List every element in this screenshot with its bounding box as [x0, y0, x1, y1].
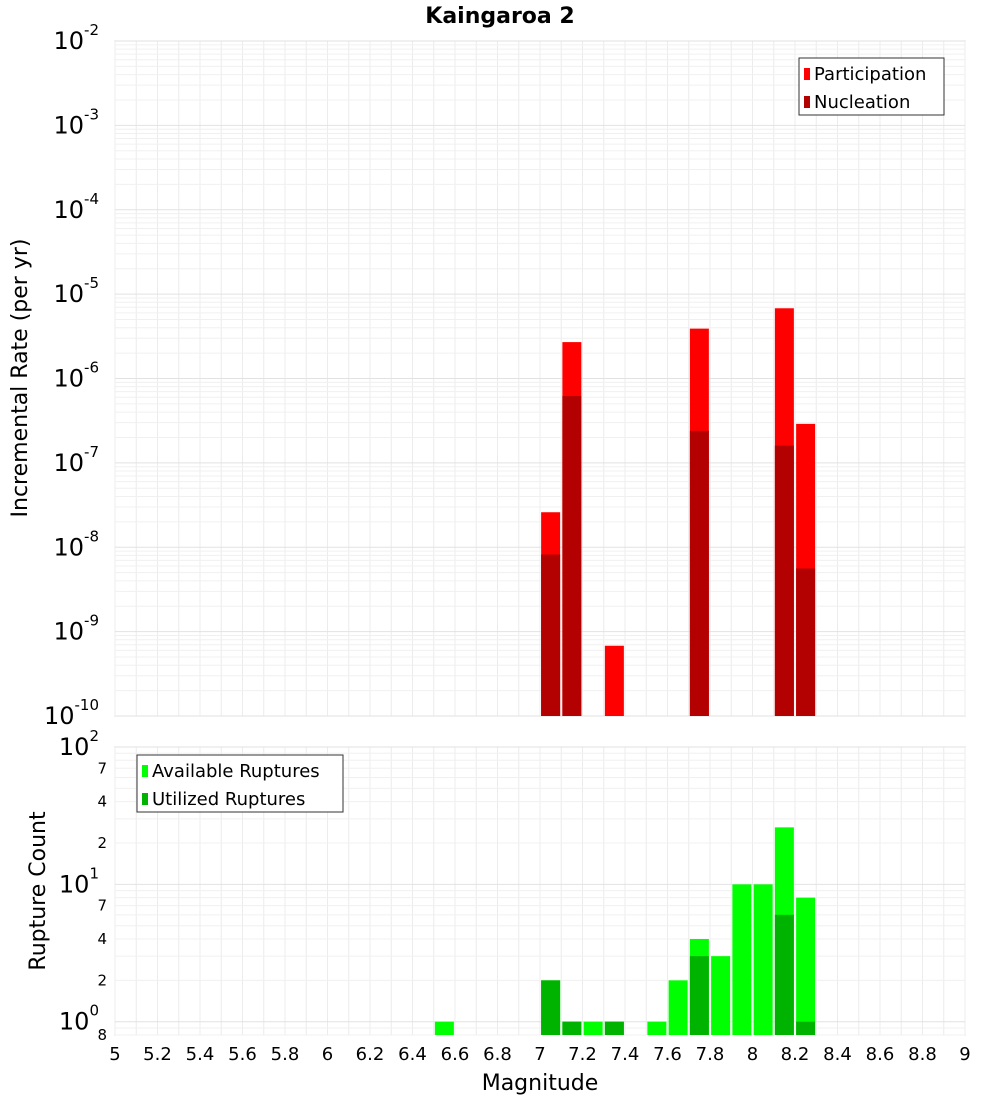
count-legend: Available Ruptures Utilized Ruptures [136, 754, 344, 813]
count-y-axis-label: Rupture Count [26, 811, 51, 971]
bar-available-ruptures [796, 897, 816, 1035]
y-tick-label: 10-4 [53, 190, 99, 224]
legend-entry: Available Ruptures [152, 761, 320, 782]
count-panel: 100 101 102 8 2 4 7 2 4 7 Rupture Count Available… [26, 727, 966, 1044]
y-tick-label: 10-10 [44, 696, 99, 730]
bar-utilized-ruptures [689, 956, 709, 1035]
x-tick-label: 8.2 [781, 1044, 810, 1065]
x-tick-label: 6.6 [441, 1044, 470, 1065]
bar-available-ruptures [668, 980, 688, 1035]
x-axis-label: Magnitude [482, 1071, 599, 1096]
y-tick-label: 10-3 [53, 105, 99, 139]
rate-grid [114, 40, 966, 717]
y-minor-tick-label: 2 [97, 971, 107, 989]
bar-utilized-ruptures [604, 1021, 624, 1035]
chart-title: Kaingaroa 2 [425, 4, 574, 29]
bar-available-ruptures [753, 884, 773, 1035]
bar-nucleation [774, 445, 794, 716]
bar-available-ruptures [583, 1021, 603, 1035]
bar-nucleation [541, 554, 561, 716]
x-tick-label: 7.4 [611, 1044, 640, 1065]
y-tick-label: 10-7 [53, 443, 99, 477]
y-tick-label: 10-8 [53, 527, 99, 561]
x-tick-label: 5.4 [186, 1044, 215, 1065]
y-minor-tick-label: 7 [97, 759, 107, 777]
x-tick-label: 8 [747, 1044, 758, 1065]
y-minor-tick-label: 2 [97, 834, 107, 852]
bar-available-ruptures [711, 956, 731, 1035]
bar-nucleation [689, 430, 709, 716]
count-y-tick-labels: 100 101 102 8 2 4 7 2 4 7 [59, 727, 107, 1044]
bar-participation [604, 645, 624, 716]
x-tick-label: 5.8 [271, 1044, 300, 1065]
bar-utilized-ruptures [562, 1021, 582, 1035]
y-tick-label: 10-2 [53, 21, 99, 55]
x-tick-label: 7.6 [653, 1044, 682, 1065]
x-tick-label: 7.2 [568, 1044, 597, 1065]
legend-box [136, 754, 344, 813]
x-tick-label: 5 [109, 1044, 120, 1065]
x-tick-label: 8.4 [823, 1044, 852, 1065]
legend-box [798, 57, 945, 116]
bar-available-ruptures [434, 1021, 454, 1035]
rate-y-tick-labels: 10-10 10-9 10-8 10-7 10-6 10-5 10-4 10-3 10-2 [44, 21, 99, 730]
y-minor-tick-label: 8 [97, 1026, 107, 1044]
bar-available-ruptures [647, 1021, 667, 1035]
y-tick-label: 102 [59, 727, 99, 761]
legend-entry: Utilized Ruptures [152, 789, 305, 810]
rate-legend: Participation Nucleation [798, 57, 945, 116]
rate-bars [541, 308, 816, 716]
rate-panel: 10-10 10-9 10-8 10-7 10-6 10-5 10-4 10-3 10-2 In… [8, 21, 966, 730]
y-tick-label: 100 [59, 1002, 99, 1036]
count-bars [434, 827, 816, 1035]
x-tick-label: 8.6 [866, 1044, 895, 1065]
y-minor-tick-label: 4 [97, 930, 107, 948]
rate-y-axis-label: Incremental Rate (per yr) [8, 239, 33, 518]
bar-available-ruptures [732, 884, 752, 1035]
x-tick-label: 5.2 [143, 1044, 172, 1065]
x-tick-label: 6.8 [483, 1044, 512, 1065]
bar-utilized-ruptures [774, 914, 794, 1035]
bar-nucleation [796, 568, 816, 716]
y-tick-label: 10-5 [53, 274, 99, 308]
bar-utilized-ruptures [796, 1021, 816, 1035]
y-tick-label: 10-6 [53, 359, 99, 393]
x-tick-label: 5.6 [228, 1044, 257, 1065]
x-tick-label: 8.8 [908, 1044, 937, 1065]
legend-swatch [804, 68, 810, 80]
legend-swatch [142, 765, 148, 777]
x-tick-label: 6.2 [356, 1044, 385, 1065]
legend-swatch [142, 793, 148, 805]
bar-utilized-ruptures [541, 980, 561, 1035]
bar-nucleation [562, 396, 582, 716]
x-tick-label: 7 [534, 1044, 545, 1065]
x-tick-label: 9 [959, 1044, 970, 1065]
y-tick-label: 10-9 [53, 612, 99, 646]
y-minor-tick-label: 4 [97, 793, 107, 811]
legend-entry: Nucleation [814, 92, 910, 113]
y-tick-label: 101 [59, 864, 99, 898]
y-minor-tick-label: 7 [97, 897, 107, 915]
x-tick-label: 6.4 [398, 1044, 427, 1065]
legend-entry: Participation [814, 64, 926, 85]
legend-swatch [804, 96, 810, 108]
x-tick-label: 7.8 [696, 1044, 725, 1065]
x-tick-label: 6 [322, 1044, 333, 1065]
x-tick-labels: 5 5.2 5.4 5.6 5.8 6 6.2 6.4 6.6 6.8 7 7.2 7.4 7.6 7.8 8… [109, 1044, 970, 1065]
